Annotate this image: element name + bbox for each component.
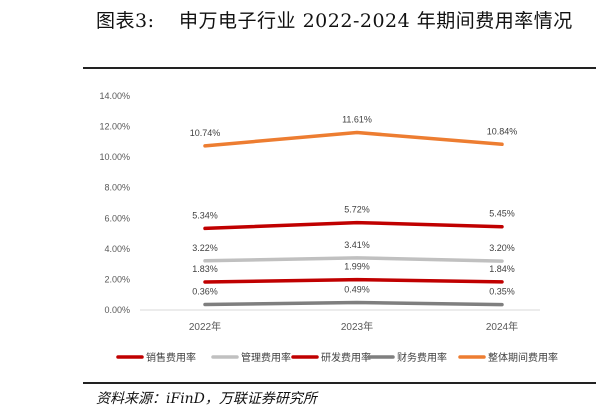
- legend-label: 财务费用率: [397, 351, 447, 364]
- figure-label: 图表3:: [96, 10, 155, 32]
- data-label: 1.83%: [192, 264, 218, 274]
- top-rule: [83, 67, 596, 69]
- series-line: [203, 130, 504, 148]
- data-label: 0.35%: [489, 287, 515, 297]
- data-label: 5.72%: [344, 205, 370, 215]
- y-tick-label: 6.00%: [104, 213, 130, 223]
- series-lines: [203, 130, 504, 307]
- series-line: [203, 220, 504, 231]
- y-axis: 0.00% 2.00% 4.00% 6.00% 8.00% 10.00% 12.00% 14.…: [99, 91, 130, 315]
- y-tick-label: 2.00%: [104, 274, 130, 284]
- legend-label: 整体期间费用率: [488, 351, 558, 364]
- data-label: 10.74%: [190, 128, 221, 138]
- data-label: 5.45%: [489, 209, 515, 219]
- x-tick-label: 2023年: [341, 320, 373, 333]
- data-label: 3.20%: [489, 243, 515, 253]
- source-note: 资料来源：iFinD，万联证券研究所: [96, 391, 317, 407]
- data-label: 0.36%: [192, 286, 218, 296]
- legend-label: 研发费用率: [321, 351, 371, 364]
- series-line: [203, 277, 504, 284]
- legend-label: 销售费用率: [146, 351, 196, 364]
- data-label: 11.61%: [342, 115, 372, 125]
- legend-label: 管理费用率: [241, 351, 291, 364]
- legend: 销售费用率 管理费用率 研发费用率 财务费用率 整体期间费用率: [116, 351, 558, 364]
- x-axis: 2022年 2023年 2024年: [140, 309, 540, 333]
- y-tick-label: 4.00%: [104, 244, 130, 254]
- data-label: 10.84%: [487, 126, 518, 136]
- x-tick-label: 2022年: [189, 320, 221, 333]
- series-line: [203, 300, 504, 307]
- data-label: 1.84%: [489, 264, 515, 274]
- data-labels: 1.83% 1.99% 1.84% 3.22% 3.41% 3.20% 5.34% 5.72%…: [190, 115, 518, 297]
- y-tick-label: 8.00%: [104, 183, 130, 193]
- figure-title-block: 图表3: 申万电子行业 2022-2024 年期间费用率情况: [96, 6, 596, 36]
- data-label: 5.34%: [192, 210, 218, 220]
- series-line: [203, 256, 504, 263]
- data-label: 0.49%: [344, 285, 370, 295]
- y-tick-label: 10.00%: [99, 152, 130, 162]
- bottom-rule: [83, 382, 596, 384]
- y-tick-label: 12.00%: [99, 122, 130, 132]
- figure-title: 申万电子行业 2022-2024 年期间费用率情况: [179, 10, 573, 32]
- x-tick-label: 2024年: [486, 320, 518, 333]
- data-label: 3.41%: [344, 240, 370, 250]
- y-tick-label: 0.00%: [104, 305, 130, 315]
- data-label: 3.22%: [192, 243, 218, 253]
- data-label: 1.99%: [344, 262, 370, 272]
- y-tick-label: 14.00%: [99, 91, 130, 101]
